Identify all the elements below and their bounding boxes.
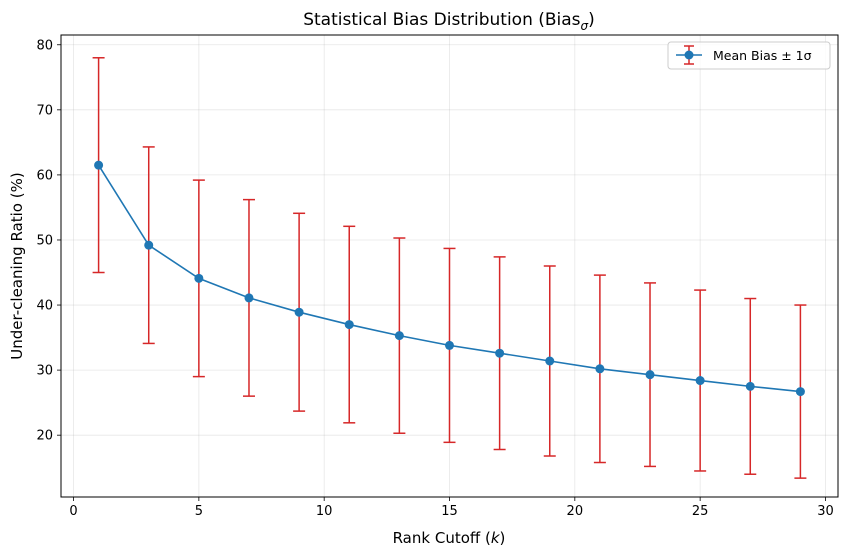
chart-title-close: )	[588, 10, 595, 30]
data-point	[94, 160, 104, 170]
data-point	[194, 273, 204, 283]
data-point	[645, 370, 655, 380]
legend: Mean Bias ± 1σ	[667, 41, 831, 70]
chart-title: Statistical Bias Distribution (Biasσ)	[303, 10, 595, 33]
x-axis-ticks: 0 5 10 15 20 25 30	[69, 497, 834, 519]
data-point	[144, 240, 154, 250]
x-tick-label: 25	[692, 504, 709, 519]
y-tick-label: 30	[36, 364, 53, 379]
chart-title-subscript: σ	[581, 19, 589, 33]
legend-marker-icon	[684, 50, 694, 60]
x-tick-label: 5	[195, 504, 203, 519]
data-point	[394, 331, 404, 341]
x-tick-label: 15	[441, 504, 458, 519]
y-tick-label: 70	[36, 103, 53, 118]
y-tick-label: 80	[36, 38, 53, 53]
y-tick-label: 40	[36, 299, 53, 314]
y-axis-ticks: 20 30 40 50 60 70 80	[36, 38, 61, 444]
data-point	[595, 364, 605, 374]
legend-label: Mean Bias ± 1σ	[713, 48, 812, 63]
y-tick-label: 50	[36, 233, 53, 248]
data-point	[695, 376, 705, 386]
x-axis-label: Rank Cutoff (k)	[393, 529, 506, 547]
data-point	[344, 320, 354, 330]
data-point	[445, 340, 454, 350]
x-tick-label: 20	[567, 504, 584, 519]
data-point	[495, 348, 505, 358]
data-point	[244, 293, 254, 303]
x-tick-label: 10	[316, 504, 333, 519]
y-tick-label: 60	[36, 168, 53, 183]
data-point	[795, 387, 805, 397]
data-point	[745, 381, 755, 391]
data-point	[545, 356, 555, 366]
x-tick-label: 30	[817, 504, 834, 519]
x-axis-label-close: )	[500, 529, 506, 547]
x-axis-label-variable: k	[491, 529, 501, 547]
data-point	[294, 307, 304, 317]
x-tick-label: 0	[69, 504, 77, 519]
y-axis-label: Under-cleaning Ratio (%)	[8, 172, 26, 359]
y-tick-label: 20	[36, 429, 53, 444]
legend-box	[667, 41, 831, 70]
data-points	[94, 160, 805, 397]
